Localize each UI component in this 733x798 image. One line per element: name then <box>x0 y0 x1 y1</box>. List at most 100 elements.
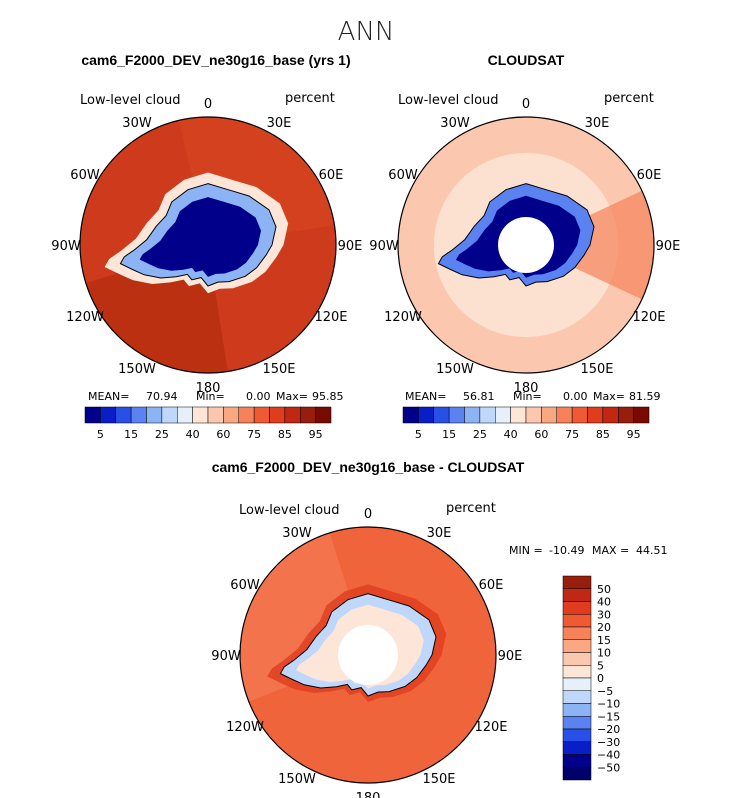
colorbar-swatch <box>315 406 332 424</box>
variable-label: Low-level cloud <box>239 503 340 518</box>
colorbar-swatch <box>562 677 592 691</box>
longitude-label: 120E <box>632 310 665 325</box>
colorbar-swatch <box>402 406 419 424</box>
longitude-label: 120E <box>474 720 507 735</box>
panel-title: cam6_F2000_DEV_ne30g16_base (yrs 1) <box>81 52 350 68</box>
longitude-label: 60W <box>70 168 100 183</box>
colorbar-tick-label: 20 <box>597 621 611 634</box>
longitude-label: 120W <box>384 310 422 325</box>
min-label: MIN = <box>509 544 543 557</box>
longitude-label: 0 <box>204 97 212 112</box>
colorbar-tick-label: 75 <box>565 428 579 441</box>
colorbar-swatch <box>510 406 527 424</box>
colorbar-tick-label: −5 <box>597 685 613 698</box>
mean-label: MEAN= <box>88 390 129 403</box>
longitude-label: 30W <box>282 526 312 541</box>
colorbar-swatch <box>562 614 592 628</box>
colorbar-tick-label: 25 <box>155 428 169 441</box>
colorbar-tick-label: 60 <box>216 428 230 441</box>
colorbar-swatch <box>562 741 592 755</box>
colorbar: 5 15 25 40 60 75 85 95 <box>402 406 650 441</box>
colorbar-tick-label: 85 <box>596 428 610 441</box>
variable-label: Low-level cloud <box>398 93 499 108</box>
longitude-label: 150W <box>278 772 316 787</box>
longitude-label: 60E <box>479 578 504 593</box>
colorbar-swatch <box>161 406 178 424</box>
longitude-label: 0 <box>522 97 530 112</box>
colorbar-swatch <box>562 601 592 615</box>
longitude-label: 150E <box>422 772 455 787</box>
colorbar-tick-label: 95 <box>627 428 641 441</box>
longitude-label: 180 <box>196 381 221 396</box>
max-label: MAX = <box>592 544 629 557</box>
colorbar-tick-label: −50 <box>597 761 620 774</box>
colorbar-swatch <box>100 406 117 424</box>
colorbar-swatch <box>223 406 240 424</box>
colorbar-swatch <box>562 716 592 730</box>
colorbar-swatch <box>448 406 465 424</box>
colorbar-swatch <box>300 406 316 424</box>
colorbar-swatch <box>479 406 496 424</box>
max-value: 81.59 <box>629 390 661 403</box>
colorbar-tick-label: 0 <box>597 672 604 685</box>
colorbar-tick-label: 25 <box>473 428 487 441</box>
colorbar-tick-label: 40 <box>504 428 518 441</box>
colorbar-swatch <box>562 575 592 589</box>
panel-title: CLOUDSAT <box>488 52 565 68</box>
east-band <box>526 185 654 305</box>
longitude-label: 150E <box>580 362 613 377</box>
longitude-labels: 0 30E 60E 90E 120E 150E 180 150W 120W 90W 60W 30W <box>51 97 362 396</box>
longitude-label: 120W <box>226 720 264 735</box>
min-value: 0.00 <box>563 390 588 403</box>
units-label: percent <box>604 91 654 106</box>
colorbar-swatch <box>115 406 132 424</box>
colorbar-swatch <box>562 703 592 717</box>
colorbar-swatch <box>562 728 592 742</box>
min-label: Min= <box>513 390 542 403</box>
colorbar-tick-label: 15 <box>442 428 456 441</box>
panel-model: cam6_F2000_DEV_ne30g16_base (yrs 1) Low-… <box>51 52 362 441</box>
coastline <box>437 183 595 287</box>
longitude-label: 60W <box>230 578 260 593</box>
colorbar-swatch <box>525 406 542 424</box>
longitude-label: 180 <box>514 381 539 396</box>
longitude-labels: 0 30E 60E 90E 120E 150E 180 150W 120W 90W 60W 30W <box>211 507 522 798</box>
longitude-label: 60E <box>637 168 662 183</box>
max-label: Max= <box>593 390 625 403</box>
longitude-label: 60E <box>319 168 344 183</box>
longitude-label: 90E <box>656 239 681 254</box>
colorbar-swatch <box>418 406 435 424</box>
colorbar-swatch <box>562 665 592 679</box>
longitude-label: 30E <box>267 116 292 131</box>
colorbar-tick-label: 95 <box>309 428 323 441</box>
polar-hole <box>498 217 554 273</box>
longitude-label: 60W <box>388 168 418 183</box>
map-border <box>79 116 337 374</box>
longitude-label: 150W <box>118 362 156 377</box>
colorbar-swatch <box>238 406 255 424</box>
colorbar-tick-label: 15 <box>597 634 611 647</box>
map-border <box>239 526 497 784</box>
stats-line: MEAN= 70.94 Min= 0.00 Max= 95.85 <box>88 390 344 403</box>
colorbar: 5 15 25 40 60 75 85 95 <box>84 406 332 441</box>
polar-hole <box>338 625 398 685</box>
mean-value: 70.94 <box>146 390 178 403</box>
min-label: Min= <box>196 390 225 403</box>
longitude-label: 180 <box>356 791 381 798</box>
longitude-label: 120W <box>66 310 104 325</box>
mean-value: 56.81 <box>463 390 495 403</box>
max-value: 95.85 <box>312 390 344 403</box>
colorbar-swatch <box>618 406 634 424</box>
colorbar-swatch <box>177 406 193 424</box>
colorbar-tick-label: 60 <box>534 428 548 441</box>
colorbar-tick-label: 40 <box>186 428 200 441</box>
longitude-label: 90E <box>338 239 363 254</box>
longitude-label: 90E <box>498 649 523 664</box>
colorbar-swatch <box>464 406 481 424</box>
longitude-label: 90W <box>369 239 399 254</box>
min-value: 0.00 <box>246 390 271 403</box>
colorbar-tick-label: 75 <box>247 428 261 441</box>
longitude-label: 30E <box>585 116 610 131</box>
